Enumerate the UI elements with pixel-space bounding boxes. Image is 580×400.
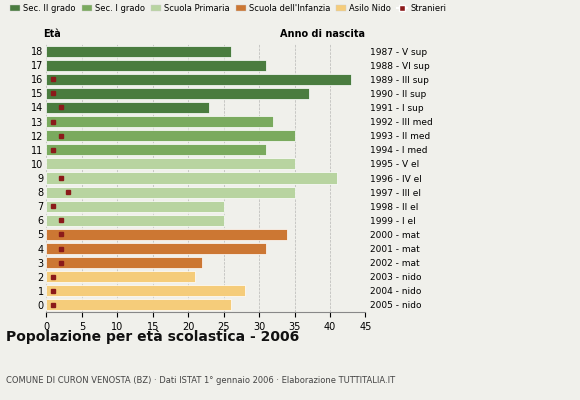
Bar: [46, 187, 295, 198]
Bar: [46, 243, 266, 254]
Bar: [46, 88, 309, 99]
Text: Età: Età: [43, 29, 61, 39]
Text: Anno di nascita: Anno di nascita: [280, 29, 365, 39]
Bar: [46, 74, 351, 85]
Bar: [46, 46, 231, 56]
Bar: [46, 285, 245, 296]
Text: COMUNE DI CURON VENOSTA (BZ) · Dati ISTAT 1° gennaio 2006 · Elaborazione TUTTITA: COMUNE DI CURON VENOSTA (BZ) · Dati ISTA…: [6, 376, 395, 385]
Bar: [46, 215, 224, 226]
Bar: [46, 201, 224, 212]
Bar: [46, 60, 266, 71]
Bar: [46, 158, 295, 169]
Text: Popolazione per età scolastica - 2006: Popolazione per età scolastica - 2006: [6, 330, 299, 344]
Bar: [46, 144, 266, 155]
Bar: [46, 116, 273, 127]
Bar: [46, 300, 231, 310]
Bar: [46, 130, 295, 141]
Bar: [46, 102, 209, 113]
Bar: [46, 172, 337, 184]
Bar: [46, 271, 195, 282]
Legend: Sec. II grado, Sec. I grado, Scuola Primaria, Scuola dell'Infanzia, Asilo Nido, : Sec. II grado, Sec. I grado, Scuola Prim…: [10, 4, 447, 13]
Bar: [46, 257, 202, 268]
Bar: [46, 229, 288, 240]
